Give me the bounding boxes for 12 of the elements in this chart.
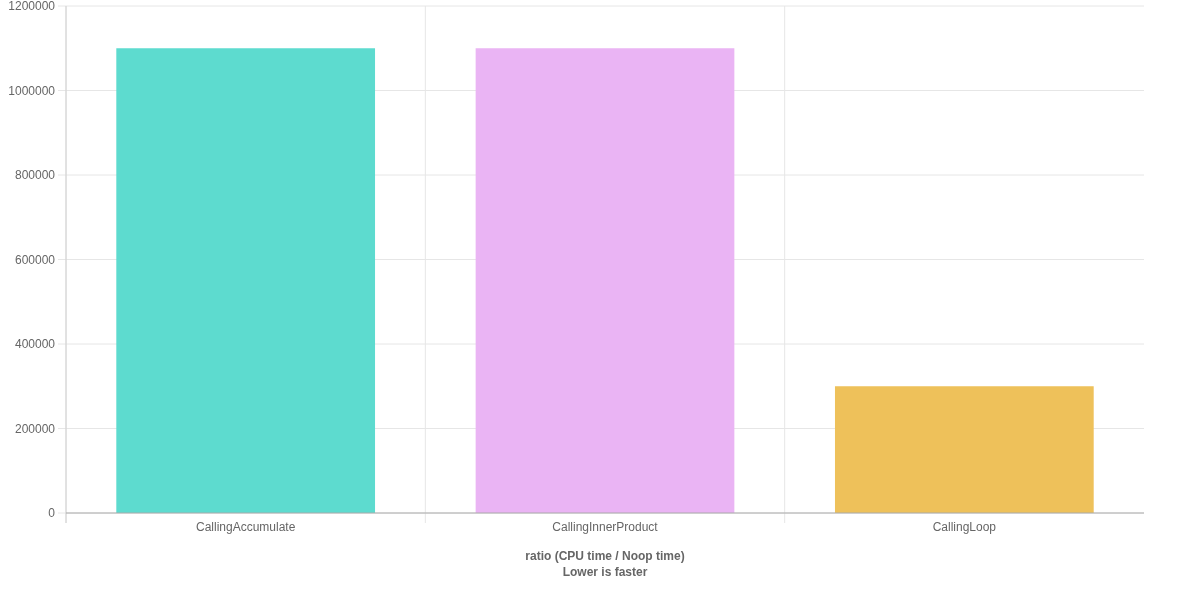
y-tick-label: 1000000 (8, 83, 56, 98)
y-tick-label: 200000 (14, 421, 56, 436)
x-tick-label: CallingAccumulate (195, 520, 296, 534)
x-axis-title: ratio (CPU time / Noop time) (525, 549, 685, 563)
text: Lower is faster (562, 565, 648, 579)
x-tick-label: CallingLoop (932, 520, 997, 534)
y-tick-label: 1200000 (8, 0, 56, 14)
y-tick-label: 400000 (14, 337, 56, 352)
y-tick-label: 800000 (14, 168, 56, 183)
y-tick-label: 0 (48, 506, 56, 521)
x-tick-label: CallingInnerProduct (552, 520, 659, 534)
y-tick-label: 600000 (14, 252, 56, 267)
